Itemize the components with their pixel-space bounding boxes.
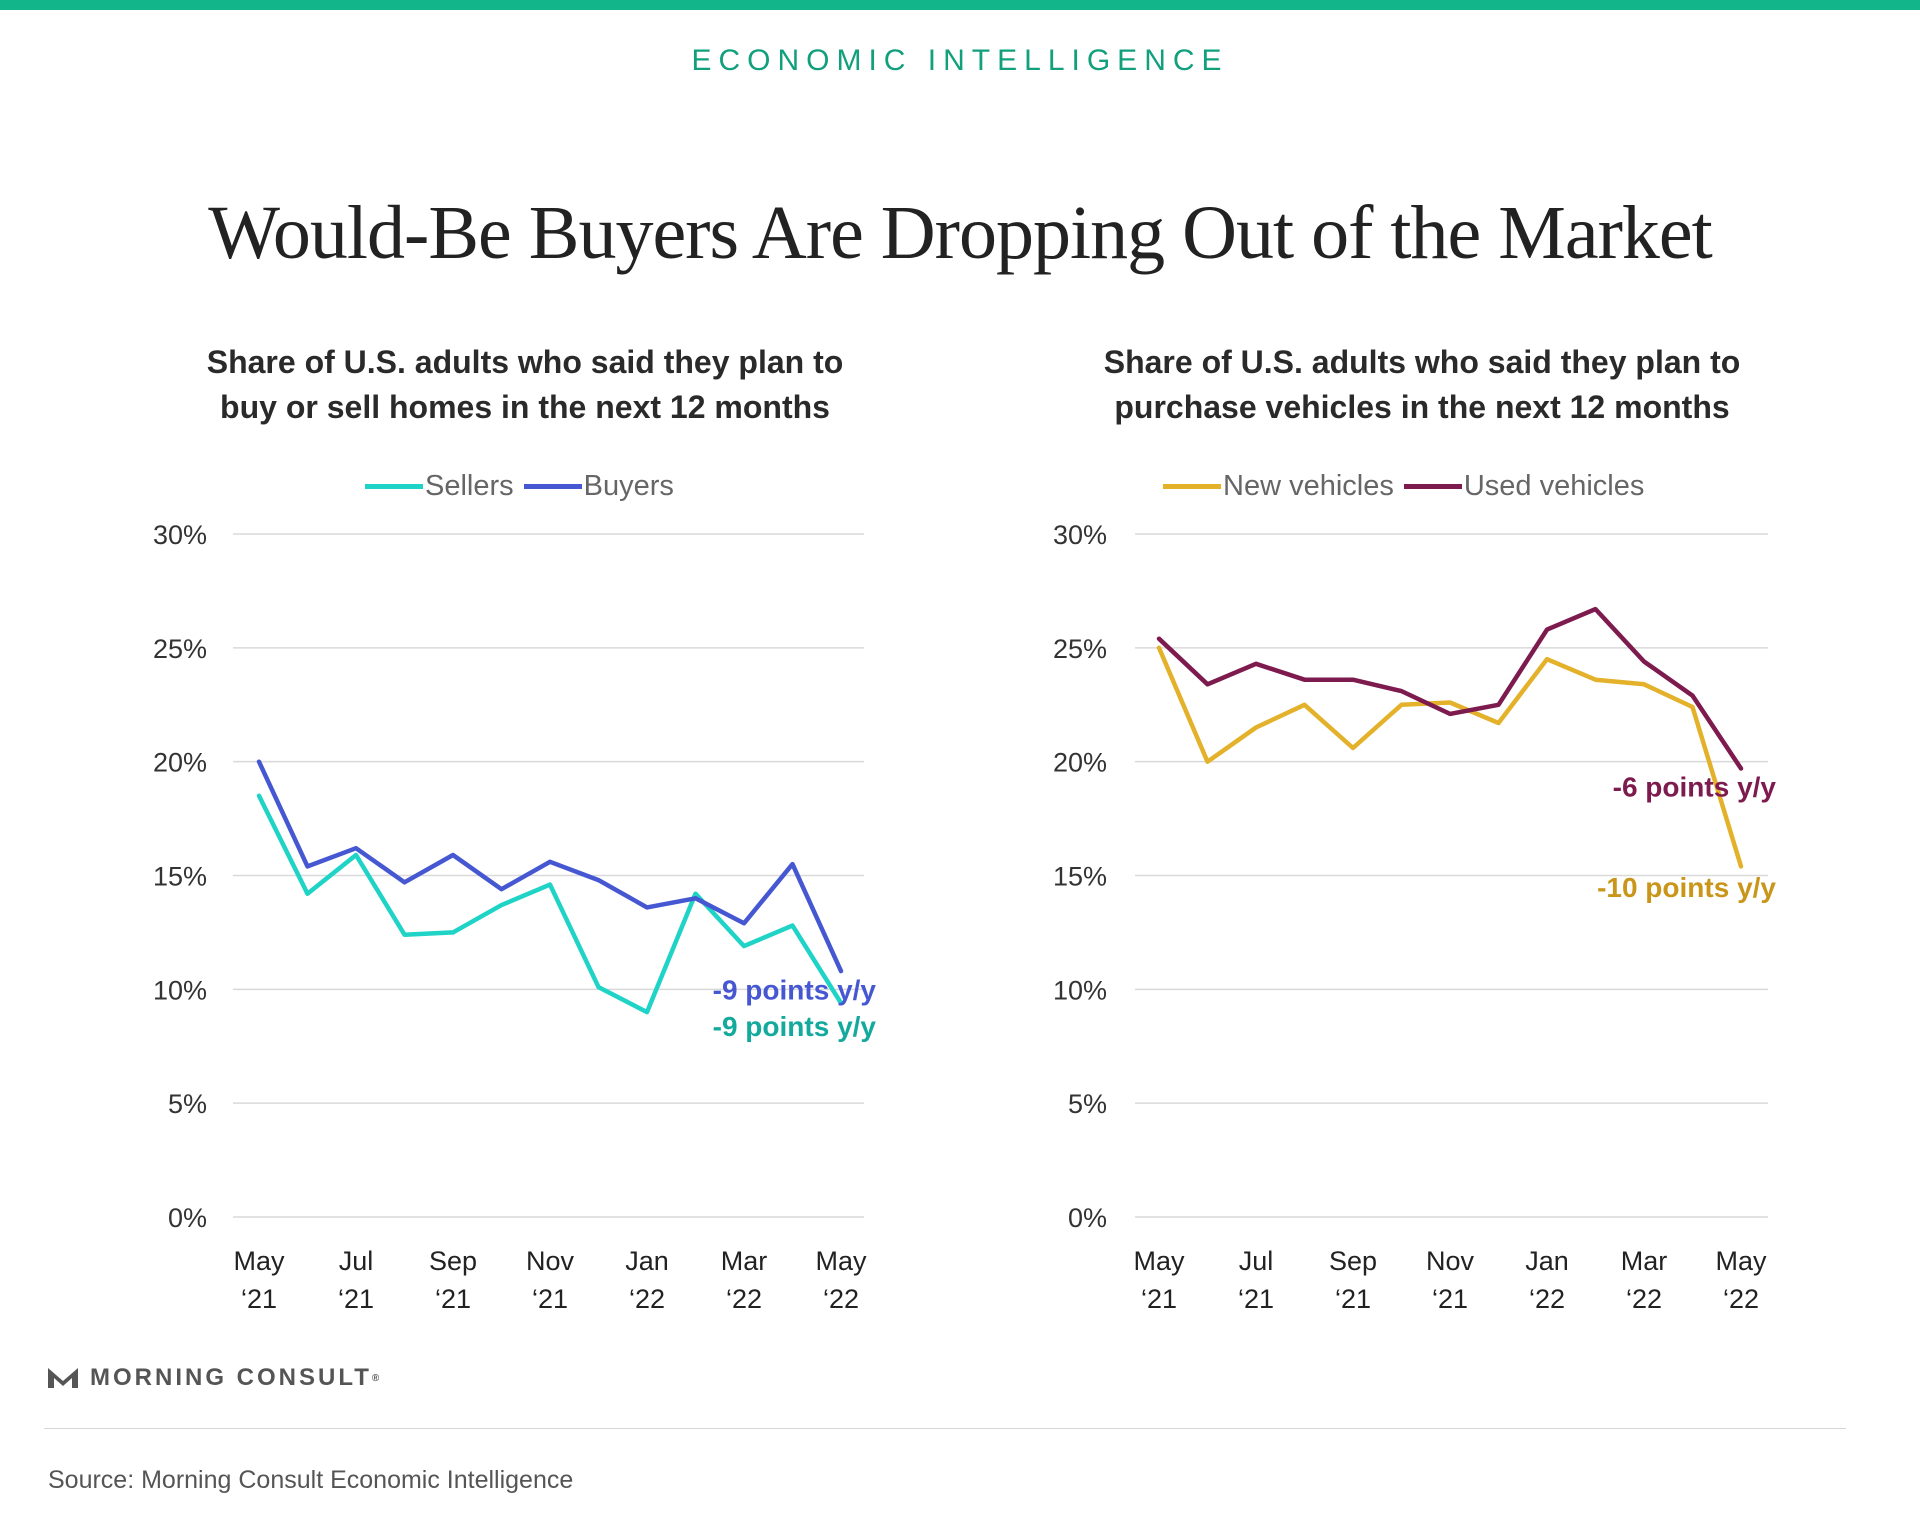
x-tick-label: ‘21 [1432, 1284, 1468, 1314]
brand-mark: ® [371, 1372, 380, 1384]
y-tick-label: 15% [153, 862, 207, 892]
change-annotation: -10 points y/y [1597, 872, 1776, 903]
x-tick-label: Mar [1621, 1246, 1668, 1276]
chart-title-line: purchase vehicles in the next 12 months [1114, 389, 1730, 425]
footer-divider [44, 1428, 1846, 1429]
x-tick-label: Jan [625, 1246, 669, 1276]
y-tick-label: 0% [168, 1203, 207, 1233]
legend-homes: Sellers Buyers [365, 468, 684, 504]
legend-item-buyers: Buyers [523, 469, 674, 503]
y-tick-label: 20% [1053, 748, 1107, 778]
x-tick-label: Jul [339, 1246, 374, 1276]
x-tick-label: May [815, 1246, 867, 1276]
y-tick-label: 10% [153, 975, 207, 1005]
legend-label: Buyers [583, 469, 674, 502]
x-tick-label: ‘21 [1335, 1284, 1371, 1314]
y-tick-label: 10% [1053, 975, 1107, 1005]
series-line-buyers [256, 759, 844, 974]
source-note: Source: Morning Consult Economic Intelli… [48, 1466, 574, 1494]
y-tick-label: 0% [1068, 1203, 1107, 1233]
morning-consult-logo-icon [48, 1368, 78, 1388]
x-tick-label: ‘22 [726, 1284, 762, 1314]
y-tick-label: 5% [168, 1089, 207, 1119]
legend-label: Sellers [425, 469, 514, 502]
x-tick-label: May [1133, 1246, 1185, 1276]
x-tick-label: ‘21 [241, 1284, 277, 1314]
top-accent-bar [0, 0, 1920, 10]
legend-swatch [365, 483, 423, 489]
y-tick-label: 25% [153, 634, 207, 664]
x-tick-label: ‘22 [629, 1284, 665, 1314]
x-tick-label: ‘22 [823, 1284, 859, 1314]
y-tick-label: 20% [153, 748, 207, 778]
y-tick-label: 5% [1068, 1089, 1107, 1119]
section-kicker: ECONOMIC INTELLIGENCE [691, 44, 1229, 77]
chart-title-vehicles: Share of U.S. adults who said they plan … [1042, 340, 1802, 430]
y-tick-label: 30% [1053, 520, 1107, 550]
x-tick-label: Jul [1239, 1246, 1274, 1276]
x-tick-label: ‘21 [532, 1284, 568, 1314]
x-tick-label: Mar [721, 1246, 768, 1276]
y-tick-label: 30% [153, 520, 207, 550]
chart-title-line: buy or sell homes in the next 12 months [220, 389, 830, 425]
x-tick-label: Sep [429, 1246, 477, 1276]
legend-label: New vehicles [1223, 469, 1394, 502]
y-tick-label: 25% [1053, 634, 1107, 664]
brand-name: MORNING CONSULT [90, 1364, 372, 1391]
chart-title-homes: Share of U.S. adults who said they plan … [145, 340, 905, 430]
x-tick-label: Nov [1426, 1246, 1475, 1276]
x-tick-label: ‘21 [338, 1284, 374, 1314]
x-tick-label: May [233, 1246, 285, 1276]
x-tick-label: ‘21 [435, 1284, 471, 1314]
legend-item-used-vehicles: Used vehicles [1403, 469, 1645, 503]
legend-swatch [1163, 483, 1221, 489]
change-annotation: -9 points y/y [713, 1011, 877, 1042]
chart-title-line: Share of U.S. adults who said they plan … [1103, 344, 1741, 380]
change-annotation: -9 points y/y [713, 974, 877, 1005]
x-tick-label: ‘21 [1238, 1284, 1274, 1314]
legend-label: Used vehicles [1463, 469, 1645, 502]
legend-item-sellers: Sellers [365, 470, 514, 503]
x-tick-label: ‘21 [1141, 1284, 1177, 1314]
legend-swatch [1403, 483, 1462, 489]
x-tick-label: ‘22 [1626, 1284, 1662, 1314]
page-title: Would-Be Buyers Are Dropping Out of the … [208, 191, 1712, 275]
x-tick-label: Sep [1329, 1246, 1377, 1276]
legend-vehicles: New vehicles Used vehicles [1163, 468, 1654, 504]
x-tick-label: ‘22 [1529, 1284, 1565, 1314]
chart-title-line: Share of U.S. adults who said they plan … [206, 344, 844, 380]
y-tick-label: 15% [1053, 862, 1107, 892]
change-annotation: -6 points y/y [1613, 772, 1777, 803]
x-tick-label: May [1715, 1246, 1767, 1276]
x-tick-label: Jan [1525, 1246, 1569, 1276]
brand-logo: MORNING CONSULT ® [48, 1364, 379, 1392]
x-tick-label: ‘22 [1723, 1284, 1759, 1314]
legend-item-new-vehicles: New vehicles [1163, 470, 1394, 503]
series-line-new-vehicles [1156, 645, 1744, 869]
x-tick-label: Nov [526, 1246, 575, 1276]
legend-swatch [523, 483, 582, 489]
